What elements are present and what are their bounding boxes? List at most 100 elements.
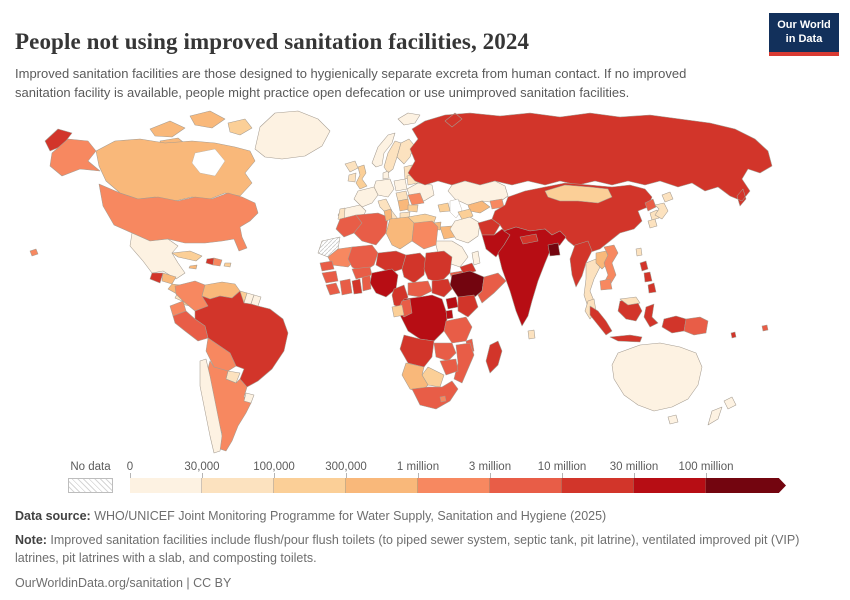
region-canada-arctic-1[interactable]: [149, 120, 186, 138]
region-uganda[interactable]: [445, 296, 459, 310]
region-botswana[interactable]: [421, 366, 445, 388]
region-hawaii[interactable]: [29, 248, 39, 257]
legend-swatch-7[interactable]: [562, 478, 634, 493]
region-senegal[interactable]: [319, 260, 335, 272]
region-poland[interactable]: [393, 178, 408, 192]
region-kazakhstan[interactable]: [447, 180, 509, 206]
region-iceland[interactable]: [344, 160, 359, 173]
region-myanmar[interactable]: [569, 240, 593, 288]
region-zambia[interactable]: [433, 342, 457, 362]
region-kenya[interactable]: [457, 294, 479, 318]
region-canada[interactable]: [95, 138, 256, 202]
region-puerto-rico[interactable]: [223, 262, 232, 268]
region-nepal[interactable]: [519, 233, 539, 245]
region-guinea[interactable]: [321, 270, 339, 284]
legend-tick: [202, 473, 203, 478]
region-angola[interactable]: [399, 334, 435, 368]
region-north-korea[interactable]: [644, 198, 657, 212]
region-libya[interactable]: [385, 216, 415, 250]
region-iran[interactable]: [449, 216, 481, 244]
region-guatemala[interactable]: [149, 272, 164, 284]
region-oman[interactable]: [471, 250, 481, 266]
region-tanzania[interactable]: [443, 316, 473, 344]
region-turkmenistan[interactable]: [457, 208, 474, 222]
region-south-africa[interactable]: [411, 380, 459, 410]
region-philippines[interactable]: [639, 260, 657, 294]
region-vanuatu[interactable]: [730, 331, 737, 339]
region-uruguay[interactable]: [243, 392, 255, 404]
region-denmark[interactable]: [382, 170, 390, 180]
region-jamaica[interactable]: [188, 264, 198, 270]
region-fiji[interactable]: [761, 324, 769, 332]
legend-tick: [130, 473, 131, 478]
region-ireland[interactable]: [347, 172, 357, 183]
owid-logo-line2: in Data: [785, 33, 823, 46]
legend-swatch-6[interactable]: [490, 478, 562, 493]
region-caucasus[interactable]: [437, 202, 451, 213]
region-mexico[interactable]: [129, 232, 186, 280]
legend-tick: [634, 473, 635, 478]
legend-swatch-8[interactable]: [634, 478, 706, 493]
region-ghana[interactable]: [351, 278, 363, 295]
legend-swatch-4[interactable]: [346, 478, 418, 493]
region-afghanistan[interactable]: [477, 218, 501, 236]
region-mongolia[interactable]: [544, 184, 613, 204]
region-somalia[interactable]: [477, 272, 507, 304]
region-bangladesh[interactable]: [547, 242, 561, 257]
legend-swatch-1[interactable]: [130, 478, 202, 493]
region-madagascar[interactable]: [485, 340, 503, 374]
region-chukotka[interactable]: [44, 128, 73, 152]
region-lesotho[interactable]: [439, 395, 447, 403]
region-indonesia[interactable]: [589, 298, 687, 343]
region-australia[interactable]: [611, 342, 703, 412]
region-cote-divoire[interactable]: [339, 278, 353, 296]
region-south-sudan[interactable]: [431, 278, 453, 298]
region-norway[interactable]: [371, 132, 396, 168]
region-dominican-republic[interactable]: [212, 257, 223, 267]
region-canada-arctic-3[interactable]: [227, 118, 253, 136]
region-tasmania[interactable]: [667, 414, 679, 425]
region-bulgaria[interactable]: [407, 204, 419, 213]
region-cuba[interactable]: [171, 250, 203, 262]
region-papua-new-guinea[interactable]: [683, 316, 709, 336]
region-chad[interactable]: [401, 252, 427, 284]
region-sri-lanka[interactable]: [527, 329, 536, 340]
legend-swatch-9-arrow[interactable]: [706, 478, 786, 493]
region-svalbard[interactable]: [397, 112, 421, 126]
legend-tick-label: 300,000: [325, 461, 367, 473]
region-taiwan[interactable]: [635, 247, 643, 257]
region-malaysia-borneo[interactable]: [619, 296, 641, 306]
region-central-african-republic[interactable]: [407, 280, 433, 298]
region-mozambique[interactable]: [453, 342, 475, 384]
region-haiti[interactable]: [205, 257, 215, 266]
region-france[interactable]: [353, 186, 379, 208]
region-ethiopia[interactable]: [449, 270, 485, 302]
region-algeria[interactable]: [353, 212, 389, 246]
region-romania[interactable]: [407, 192, 425, 206]
chart-subtitle: Improved sanitation facilities are those…: [15, 66, 687, 100]
region-rwanda[interactable]: [445, 309, 454, 320]
legend-no-data-swatch[interactable]: [68, 478, 113, 493]
region-japan[interactable]: [647, 191, 674, 229]
owid-logo[interactable]: Our World in Data: [769, 13, 839, 56]
region-greenland[interactable]: [254, 110, 331, 160]
legend-tick: [490, 473, 491, 478]
region-sudan[interactable]: [423, 250, 453, 284]
region-alaska[interactable]: [49, 138, 101, 177]
region-chile[interactable]: [199, 358, 223, 454]
region-russia[interactable]: [407, 112, 773, 207]
region-cambodia[interactable]: [599, 278, 613, 291]
region-gabon[interactable]: [391, 304, 405, 318]
attribution-link[interactable]: OurWorldinData.org/sanitation | CC BY: [15, 576, 232, 591]
region-liberia[interactable]: [325, 282, 341, 296]
region-uk[interactable]: [355, 164, 368, 190]
legend-swatch-5[interactable]: [418, 478, 490, 493]
region-zimbabwe[interactable]: [439, 358, 459, 376]
region-canada-arctic-2[interactable]: [189, 110, 226, 129]
region-nigeria[interactable]: [369, 268, 399, 298]
region-new-zealand[interactable]: [707, 396, 737, 426]
legend-swatch-3[interactable]: [274, 478, 346, 493]
legend-swatch-2[interactable]: [202, 478, 274, 493]
region-egypt[interactable]: [411, 220, 439, 250]
